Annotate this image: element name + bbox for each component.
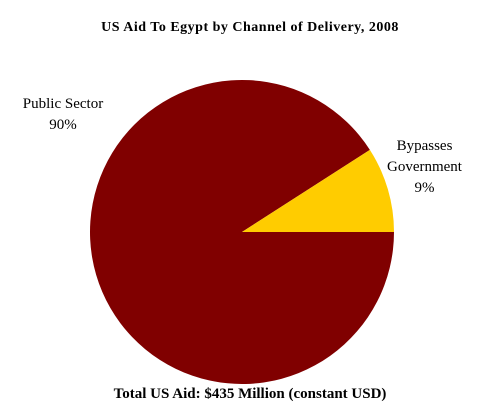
pie-slice — [90, 79, 394, 384]
chart-title: US Aid To Egypt by Channel of Delivery, … — [101, 20, 399, 35]
annotation: Total US Aid: $435 Million (constant USD… — [113, 386, 387, 402]
slice-label: Bypasses Government 9% — [377, 136, 472, 199]
category-label: Public Sector — [22, 96, 104, 112]
pie-slice — [242, 149, 395, 232]
value-label: 9% — [414, 180, 435, 196]
slice-label: Public Sector 90% — [8, 94, 118, 136]
category-label: Bypasses Government — [387, 138, 462, 175]
value-label: 90% — [49, 117, 77, 133]
